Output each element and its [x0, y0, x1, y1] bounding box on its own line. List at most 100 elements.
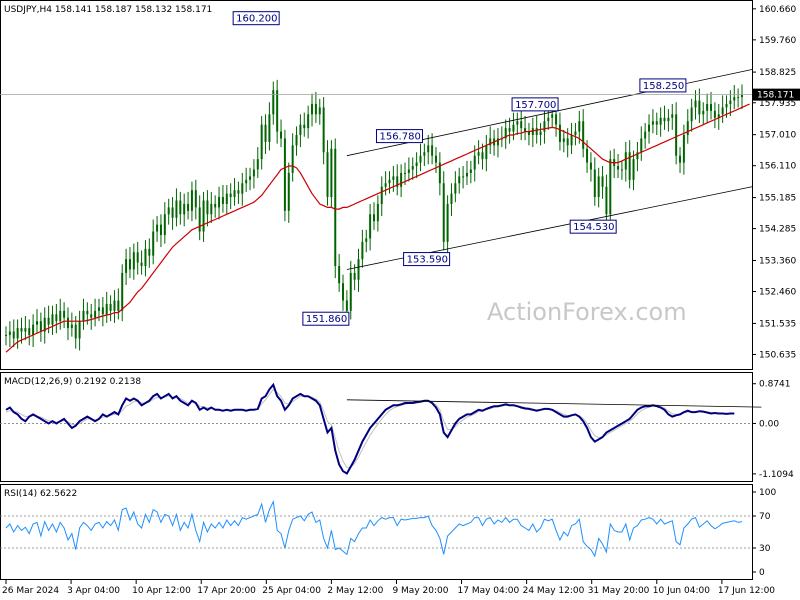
candle-body — [512, 124, 515, 132]
candle-body — [109, 303, 112, 311]
time-axis-tick-label: 17 Apr 20:00 — [197, 586, 256, 596]
candle-body — [586, 148, 589, 163]
candle-body — [51, 314, 54, 325]
candle-body — [527, 131, 530, 136]
price-label-box — [569, 219, 617, 234]
candle-body — [423, 152, 426, 156]
candle-body — [218, 197, 221, 208]
time-axis-tick-label: 2 May 12:00 — [327, 586, 383, 596]
candle-body — [539, 131, 542, 136]
candle-body — [713, 110, 716, 118]
candle-body — [303, 124, 306, 129]
candle-body — [690, 107, 693, 122]
candle-body — [117, 300, 120, 311]
candle-body — [431, 145, 434, 156]
macd-axis-tick-label: 0.00 — [759, 419, 779, 429]
candle-body — [24, 328, 27, 332]
rsi-axis-tick-label: 0 — [759, 568, 765, 578]
candle-body — [566, 138, 569, 146]
macd-header: MACD(12,26,9) 0.2192 0.2138 — [4, 377, 141, 387]
price-label: 154.530 — [573, 222, 614, 233]
candle-body — [252, 169, 255, 177]
candle-body — [624, 152, 627, 170]
time-axis-tick-label: 25 Apr 04:00 — [262, 586, 321, 596]
price-axis-tick-label: 151.535 — [759, 319, 796, 329]
candle-body — [287, 172, 290, 211]
candle-body — [345, 300, 348, 311]
candle-body — [496, 138, 499, 146]
candle-body — [373, 214, 375, 222]
candle-body — [32, 324, 35, 335]
price-axis-tick-label: 158.825 — [759, 68, 796, 78]
rsi-header: RSI(14) 62.5622 — [4, 489, 77, 499]
candle-body — [485, 145, 488, 160]
price-axis-tick-label: 159.760 — [759, 36, 796, 46]
rsi-axis-tick-label: 100 — [759, 488, 776, 498]
candle-body — [473, 155, 476, 170]
candle-body — [94, 310, 97, 318]
candle-body — [380, 186, 383, 204]
time-axis-tick-label: 10 Jun 04:00 — [653, 586, 710, 596]
macd-main-line — [5, 382, 735, 475]
rsi-panel — [0, 484, 753, 580]
candle-body — [148, 248, 151, 256]
price-label-box — [511, 97, 559, 112]
candle-body — [326, 152, 329, 198]
candle-body — [644, 131, 647, 139]
time-axis-tick-label: 24 May 12:00 — [523, 586, 585, 596]
moving-average-line — [5, 103, 750, 353]
candle-body — [465, 172, 468, 177]
candle-body — [419, 155, 422, 163]
candle-body — [330, 148, 333, 198]
price-axis-tick-label: 154.285 — [759, 225, 796, 235]
candle-body — [74, 324, 77, 339]
candle-body — [187, 203, 190, 211]
candle-body — [481, 152, 484, 160]
candle-body — [237, 190, 240, 194]
candle-body — [159, 224, 162, 235]
candle-body — [667, 117, 670, 122]
rsi-axis-tick-label: 30 — [759, 544, 771, 554]
candle-body — [651, 121, 654, 125]
candle-body — [280, 131, 283, 139]
candle-body — [516, 121, 519, 125]
candle-body — [531, 128, 534, 136]
candle-body — [101, 307, 104, 315]
candle-body — [260, 124, 263, 160]
candle-body — [535, 128, 538, 136]
candle-body — [311, 103, 314, 115]
price-label-box — [403, 252, 451, 267]
candle-body — [609, 159, 612, 215]
candle-body — [682, 135, 685, 163]
macd-trendline — [346, 399, 762, 408]
candle-body — [342, 283, 345, 301]
price-label-box — [375, 129, 423, 144]
candle-body — [729, 100, 732, 104]
candle-body — [5, 334, 7, 336]
candle-body — [400, 172, 403, 187]
candle-body — [434, 155, 437, 163]
candle-body — [249, 176, 252, 180]
candle-body — [8, 331, 11, 335]
candle-body — [663, 117, 666, 122]
candle-body — [605, 186, 608, 215]
candle-body — [283, 138, 286, 211]
candle-body — [446, 203, 449, 242]
candle-body — [20, 328, 23, 332]
time-axis-tick-label: 26 Mar 2024 — [2, 586, 59, 596]
candle-body — [16, 328, 19, 339]
candle-body — [601, 176, 604, 187]
candle-body — [504, 128, 507, 139]
candle-body — [578, 121, 581, 132]
candle-body — [574, 131, 577, 136]
candle-body — [121, 272, 124, 311]
candle-body — [365, 238, 368, 242]
candle-body — [725, 103, 728, 108]
rsi-layer — [0, 499, 752, 558]
candle-body — [558, 124, 561, 142]
price-label: 157.700 — [515, 100, 556, 111]
macd-panel — [0, 372, 753, 482]
candle-body — [125, 259, 128, 273]
candle-body — [489, 138, 492, 146]
candle-body — [671, 114, 674, 118]
